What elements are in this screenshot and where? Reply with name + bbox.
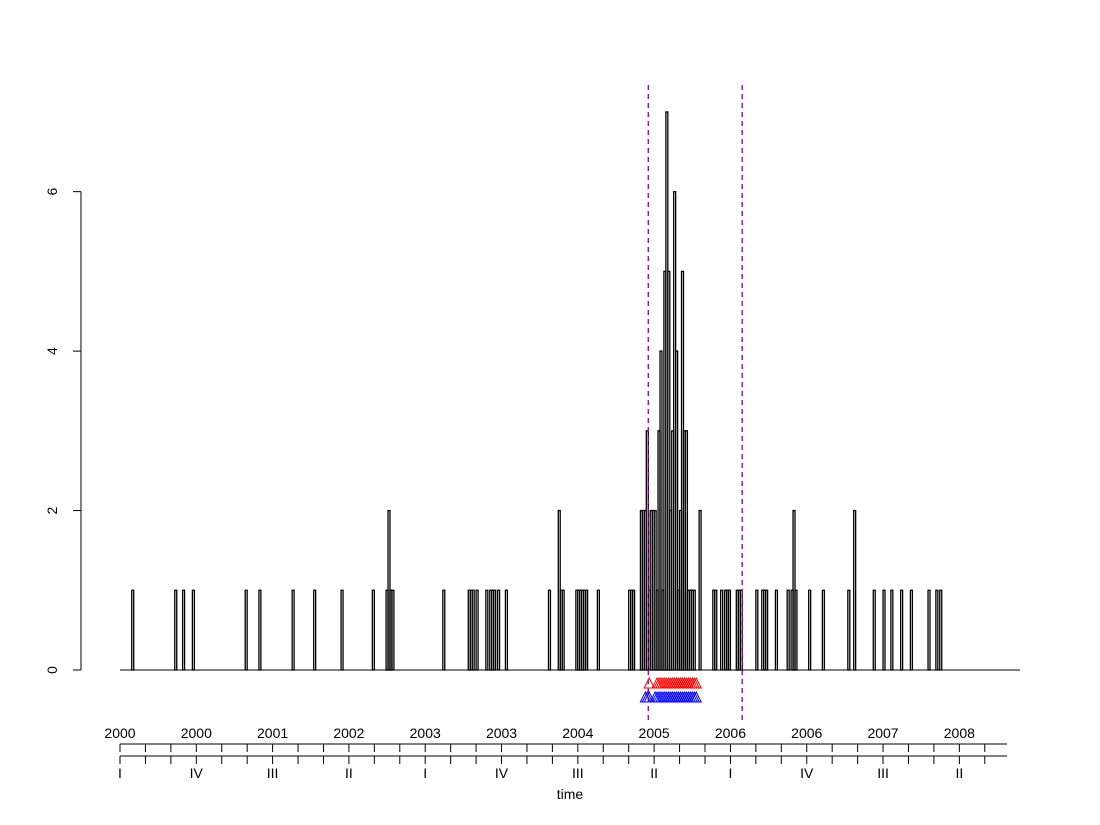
alarm-marker	[643, 676, 656, 689]
bar	[547, 589, 552, 671]
bar	[131, 589, 135, 671]
bar	[645, 430, 649, 671]
bar	[291, 589, 295, 671]
alarm-markers-layer	[639, 676, 703, 703]
bar	[371, 589, 376, 671]
quarter-tick-label: III	[572, 765, 584, 781]
bar	[774, 589, 779, 671]
alarm-marker	[643, 690, 656, 703]
year-tick-label: 2000	[104, 725, 135, 741]
year-tick-label: 2000	[181, 725, 212, 741]
y-axis: 0 2 4 6	[44, 188, 82, 674]
x-axis: 2000 2000 2001 2002 2003 2003 2004 2005 2006 2006…	[104, 725, 1007, 781]
quarter-tick-label: II	[650, 765, 658, 781]
year-tick-label: 2002	[333, 725, 364, 741]
bar	[475, 589, 479, 671]
quarter-tick-label: IV	[190, 765, 204, 781]
bar	[808, 589, 812, 671]
bar	[471, 589, 475, 671]
bar	[561, 589, 565, 671]
bar	[927, 589, 931, 671]
bar	[935, 589, 939, 671]
bar	[853, 509, 857, 671]
bar	[667, 270, 671, 671]
bar	[191, 589, 195, 671]
quarter-tick-label: II	[955, 765, 963, 781]
bars-layer	[120, 111, 1020, 671]
bar	[900, 589, 904, 671]
bar	[596, 589, 601, 671]
bar	[174, 589, 178, 671]
x-axis-label: time	[557, 786, 584, 802]
bar	[485, 589, 489, 671]
year-tick-label: 2003	[486, 725, 517, 741]
bar	[890, 589, 894, 671]
quarter-tick-label: III	[267, 765, 279, 781]
alarm-marker	[690, 676, 703, 689]
bar	[821, 589, 826, 671]
bar	[909, 589, 914, 671]
quarter-tick-label: I	[118, 765, 122, 781]
bar	[493, 589, 497, 671]
year-tick-label: 2006	[715, 725, 746, 741]
bar	[181, 589, 186, 671]
quarter-tick-label: III	[877, 765, 889, 781]
bar	[794, 589, 798, 671]
y-tick-label: 6	[44, 188, 60, 196]
quarter-tick-label: I	[728, 765, 732, 781]
y-tick-label: 4	[44, 347, 60, 355]
bar	[391, 589, 395, 671]
year-tick-label: 2006	[791, 725, 822, 741]
y-tick-label: 0	[44, 666, 60, 674]
bar	[496, 589, 501, 671]
bar	[872, 589, 876, 671]
year-tick-label: 2007	[867, 725, 898, 741]
bar	[939, 589, 943, 671]
bar	[684, 430, 689, 671]
bar	[786, 589, 790, 671]
year-tick-label: 2001	[257, 725, 288, 741]
year-tick-label: 2008	[944, 725, 975, 741]
bar	[755, 589, 759, 671]
y-tick-label: 2	[44, 506, 60, 514]
bar	[244, 589, 248, 671]
alarm-lines-layer	[647, 85, 743, 724]
quarter-tick-label: II	[345, 765, 353, 781]
year-tick-label: 2004	[562, 725, 593, 741]
bar	[631, 589, 636, 671]
bar	[698, 509, 702, 671]
bar	[765, 589, 769, 671]
alarm-marker	[690, 690, 703, 703]
bar	[258, 589, 262, 671]
bar	[340, 589, 344, 671]
bar	[659, 350, 663, 671]
bar	[727, 589, 732, 671]
year-tick-label: 2005	[639, 725, 670, 741]
bar	[882, 589, 886, 671]
bar	[714, 589, 718, 671]
bar	[442, 589, 446, 671]
bar	[692, 589, 696, 671]
year-tick-label: 2003	[410, 725, 441, 741]
quarter-tick-label: I	[423, 765, 427, 781]
bar	[585, 589, 589, 671]
bar	[739, 589, 743, 671]
bar	[675, 350, 679, 671]
bar	[720, 589, 724, 671]
quarter-tick-label: IV	[800, 765, 814, 781]
bar	[504, 589, 509, 671]
bar	[847, 589, 851, 671]
quarter-tick-label: IV	[495, 765, 509, 781]
bar	[313, 589, 317, 671]
